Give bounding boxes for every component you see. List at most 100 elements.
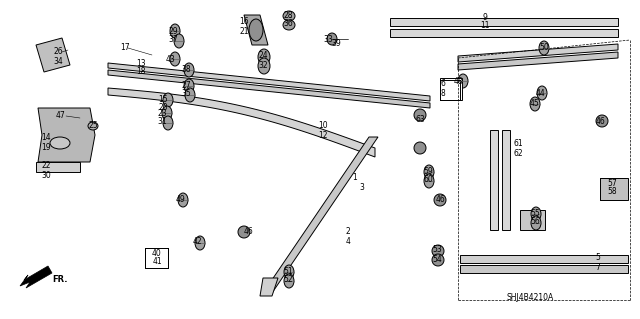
Polygon shape [390, 29, 618, 37]
Ellipse shape [185, 88, 195, 102]
Text: 45: 45 [529, 99, 539, 108]
Polygon shape [390, 18, 618, 26]
Ellipse shape [414, 109, 426, 121]
Text: 26: 26 [53, 48, 63, 56]
Text: 27: 27 [181, 80, 191, 90]
Text: 33: 33 [323, 34, 333, 43]
Text: 46: 46 [596, 116, 606, 125]
Ellipse shape [163, 116, 173, 130]
Text: 39: 39 [331, 39, 341, 48]
Text: 63: 63 [415, 115, 425, 124]
Text: 7: 7 [596, 263, 600, 271]
Text: 59: 59 [423, 167, 433, 175]
Polygon shape [108, 63, 430, 101]
Ellipse shape [258, 58, 270, 74]
Polygon shape [460, 265, 628, 273]
Ellipse shape [432, 254, 444, 266]
Ellipse shape [50, 137, 70, 149]
Text: 12: 12 [318, 130, 328, 139]
Polygon shape [108, 88, 375, 157]
Text: 3: 3 [360, 183, 364, 192]
Polygon shape [244, 15, 268, 45]
Text: 15: 15 [158, 94, 168, 103]
Text: SHJ4B4210A: SHJ4B4210A [506, 293, 554, 302]
Ellipse shape [184, 79, 194, 93]
Polygon shape [20, 266, 52, 288]
Text: 31: 31 [157, 117, 167, 127]
Ellipse shape [539, 41, 549, 55]
Ellipse shape [174, 34, 184, 48]
Text: 40: 40 [152, 249, 162, 257]
Ellipse shape [537, 86, 547, 100]
Polygon shape [502, 130, 510, 230]
Ellipse shape [458, 74, 468, 88]
Text: 46: 46 [435, 196, 445, 204]
Text: 25: 25 [88, 122, 98, 130]
Text: FR.: FR. [52, 276, 67, 285]
Text: 44: 44 [536, 88, 546, 98]
Ellipse shape [170, 24, 180, 38]
Polygon shape [460, 255, 628, 263]
Text: 62: 62 [513, 149, 523, 158]
Ellipse shape [283, 11, 295, 21]
Polygon shape [520, 210, 545, 230]
Text: 11: 11 [480, 21, 490, 31]
Ellipse shape [162, 106, 172, 120]
Ellipse shape [170, 52, 180, 66]
Ellipse shape [531, 207, 541, 221]
Polygon shape [36, 162, 80, 172]
Text: 38: 38 [181, 64, 191, 73]
Text: 41: 41 [152, 257, 162, 266]
Text: 13: 13 [136, 58, 146, 68]
Polygon shape [600, 178, 628, 200]
Polygon shape [145, 248, 168, 268]
Text: 23: 23 [157, 108, 167, 117]
Text: 42: 42 [192, 238, 202, 247]
Text: 10: 10 [318, 122, 328, 130]
Text: 47: 47 [56, 112, 66, 121]
Text: 56: 56 [530, 218, 540, 226]
Text: 36: 36 [283, 19, 293, 28]
Text: 55: 55 [530, 209, 540, 218]
Ellipse shape [163, 93, 173, 107]
Text: 46: 46 [243, 227, 253, 236]
Text: 24: 24 [258, 51, 268, 61]
Text: 35: 35 [181, 90, 191, 99]
Text: 8: 8 [440, 88, 445, 98]
Ellipse shape [284, 274, 294, 288]
Polygon shape [458, 52, 618, 70]
Text: 48: 48 [453, 77, 463, 85]
Ellipse shape [284, 265, 294, 279]
Polygon shape [600, 178, 625, 200]
Ellipse shape [530, 97, 540, 111]
Ellipse shape [249, 19, 263, 41]
Ellipse shape [596, 115, 608, 127]
Text: 14: 14 [41, 133, 51, 143]
Text: 54: 54 [432, 255, 442, 263]
Polygon shape [440, 78, 462, 100]
Polygon shape [108, 70, 430, 108]
Text: 19: 19 [41, 143, 51, 152]
Text: 32: 32 [258, 61, 268, 70]
Text: 43: 43 [165, 55, 175, 63]
Text: 52: 52 [283, 276, 293, 285]
Text: 2: 2 [346, 227, 350, 236]
Polygon shape [38, 108, 95, 162]
Ellipse shape [531, 216, 541, 230]
Text: 53: 53 [432, 246, 442, 255]
Text: 49: 49 [175, 196, 185, 204]
Polygon shape [260, 278, 278, 296]
Polygon shape [263, 137, 378, 293]
Text: 18: 18 [136, 68, 146, 77]
Text: 1: 1 [353, 174, 357, 182]
Ellipse shape [424, 165, 434, 179]
Text: 6: 6 [440, 79, 445, 88]
Text: 58: 58 [607, 188, 617, 197]
Ellipse shape [432, 245, 444, 257]
Text: 9: 9 [483, 12, 488, 21]
Text: 60: 60 [423, 175, 433, 184]
Text: 21: 21 [239, 26, 249, 35]
Ellipse shape [238, 226, 250, 238]
Text: 5: 5 [596, 254, 600, 263]
Text: 34: 34 [53, 56, 63, 65]
